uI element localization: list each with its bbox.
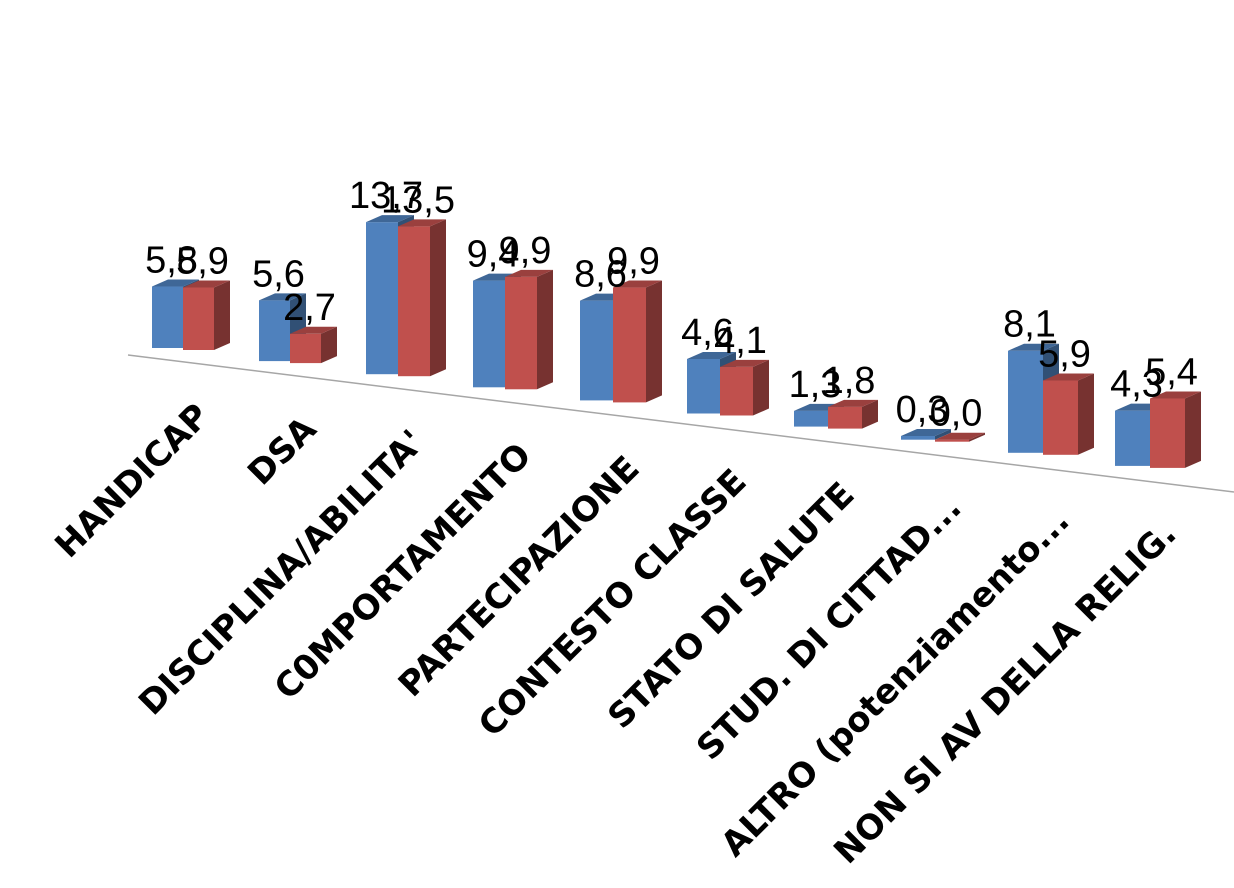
value-label-1-4: 9,4	[467, 234, 520, 276]
value-label-2-4: 9,9	[499, 230, 552, 272]
bar-2-9	[1043, 373, 1094, 455]
value-label-1-5: 8,6	[574, 254, 627, 296]
value-label-1-2: 5,6	[252, 253, 305, 295]
bar-2-8	[935, 432, 985, 442]
value-label-2-7: 1,8	[823, 360, 876, 402]
value-label-1-3: 13,7	[349, 175, 423, 217]
value-label-1-10: 4,3	[1110, 364, 1163, 406]
value-label-2-6: 4,1	[714, 320, 767, 362]
bar-2-5	[613, 280, 662, 403]
floor-edge	[127, 354, 1234, 493]
bar-2-10	[1150, 391, 1201, 468]
bar-1-8	[901, 428, 951, 440]
bars-layer	[152, 215, 1201, 468]
value-label-2-10: 5,4	[1145, 352, 1198, 394]
bar-2-4	[505, 269, 553, 390]
category-label-5: PARTECIPAZIONE	[391, 448, 648, 705]
value-label-2-8: 0,0	[930, 393, 983, 435]
value-label-1-9: 8,1	[1003, 304, 1056, 346]
bar-2-3	[398, 219, 446, 377]
value-label-1-8: 0,3	[896, 389, 949, 431]
value-label-1-6: 4,6	[681, 312, 734, 354]
value-label-2-2: 2,7	[283, 287, 336, 329]
category-labels-layer: HANDICAP DSADISCIPLINA/ABILITA'C0MPORTAME…	[47, 396, 1184, 872]
value-label-1-7: 1,3	[789, 364, 842, 406]
value-label-2-5: 9,9	[607, 241, 660, 283]
value-labels-layer: 5,85,9 5,62,713,713,59,49,98,69,94,64,11,…	[145, 175, 1198, 435]
value-label-2-9: 5,9	[1038, 333, 1091, 375]
category-label-2: DSA	[240, 409, 325, 494]
value-label-1-1: 5,8	[145, 240, 198, 282]
bar-2-6	[720, 359, 769, 416]
bar-2-7	[828, 399, 878, 429]
category-label-1: HANDICAP	[47, 396, 217, 566]
value-label-2-3: 13,5	[381, 179, 455, 221]
value-label-2-1: 5,9	[176, 240, 229, 282]
bar-2-2	[290, 326, 337, 364]
bar-2-1	[183, 280, 230, 350]
